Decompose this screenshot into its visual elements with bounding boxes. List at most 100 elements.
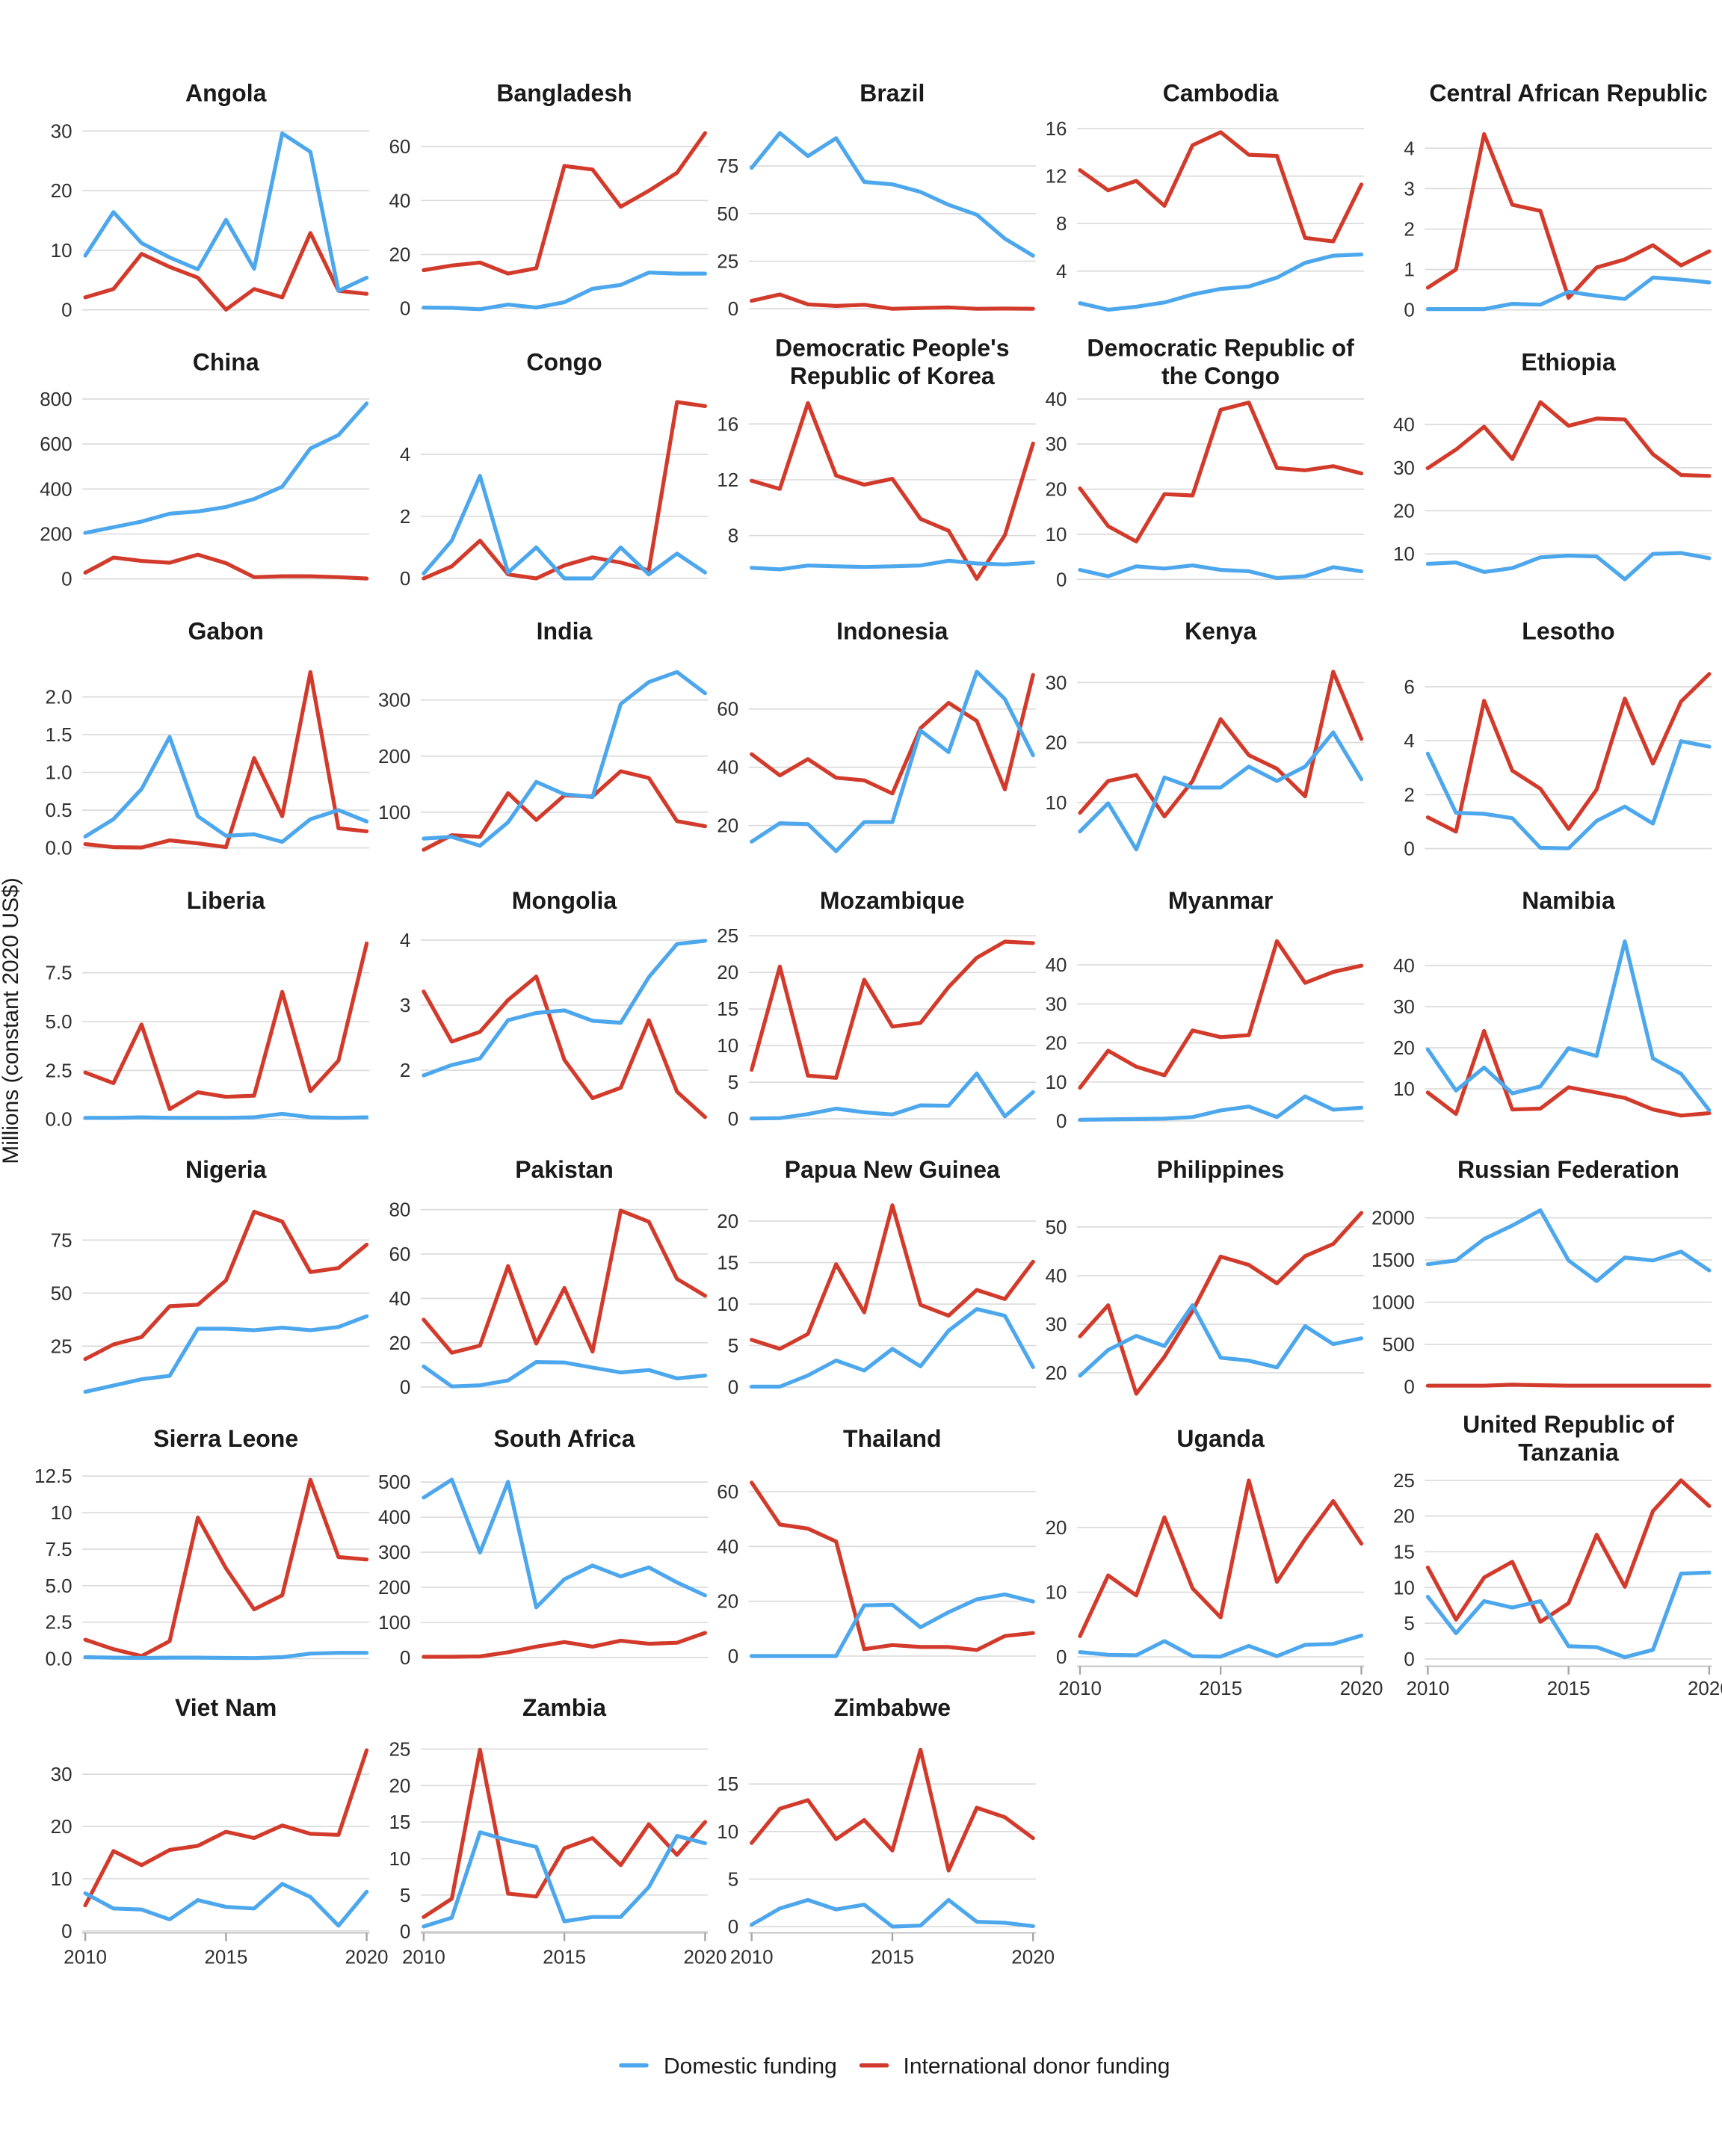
svg-text:20: 20 [1046, 1362, 1067, 1384]
svg-text:7.5: 7.5 [45, 962, 72, 984]
svg-text:4: 4 [400, 929, 410, 951]
svg-text:South Africa: South Africa [493, 1425, 635, 1452]
svg-text:Gabon: Gabon [188, 618, 264, 645]
svg-text:2: 2 [400, 505, 410, 528]
svg-text:0: 0 [1404, 1375, 1414, 1397]
svg-text:Zambia: Zambia [522, 1694, 606, 1721]
svg-text:40: 40 [1046, 1264, 1067, 1287]
svg-text:15: 15 [717, 1251, 738, 1273]
svg-text:40: 40 [717, 1535, 738, 1557]
svg-text:10: 10 [717, 1293, 738, 1315]
svg-text:2.5: 2.5 [45, 1059, 72, 1081]
svg-text:Indonesia: Indonesia [836, 618, 948, 645]
svg-text:2: 2 [1404, 218, 1414, 241]
svg-text:Uganda: Uganda [1176, 1425, 1265, 1452]
svg-text:2.5: 2.5 [45, 1611, 72, 1634]
svg-text:2015: 2015 [1547, 1677, 1590, 1699]
svg-text:10: 10 [51, 239, 72, 262]
svg-text:2020: 2020 [1340, 1677, 1383, 1699]
svg-text:20: 20 [51, 1815, 72, 1838]
svg-text:20: 20 [389, 1774, 410, 1797]
svg-text:25: 25 [51, 1335, 72, 1357]
svg-text:20: 20 [389, 244, 410, 266]
svg-text:0: 0 [400, 1376, 410, 1398]
svg-text:6: 6 [1404, 676, 1414, 698]
svg-text:12.5: 12.5 [34, 1465, 72, 1487]
svg-text:2000: 2000 [1371, 1207, 1415, 1229]
svg-text:Myanmar: Myanmar [1168, 887, 1274, 914]
svg-text:2010: 2010 [64, 1946, 107, 1968]
svg-text:5: 5 [728, 1868, 738, 1890]
svg-text:15: 15 [717, 1773, 738, 1795]
svg-text:1500: 1500 [1371, 1249, 1415, 1271]
svg-text:0: 0 [728, 1645, 738, 1667]
svg-text:20: 20 [1393, 1037, 1415, 1059]
svg-text:Congo: Congo [526, 349, 602, 376]
svg-text:the Congo: the Congo [1161, 362, 1280, 389]
svg-text:Republic of Korea: Republic of Korea [790, 362, 995, 389]
svg-text:Russian Federation: Russian Federation [1457, 1156, 1679, 1183]
svg-text:600: 600 [40, 433, 72, 455]
svg-text:2020: 2020 [345, 1946, 389, 1968]
svg-text:500: 500 [1383, 1333, 1415, 1356]
svg-text:800: 800 [40, 388, 72, 410]
svg-text:500: 500 [378, 1471, 410, 1493]
svg-text:8: 8 [1056, 212, 1067, 235]
svg-text:International donor funding: International donor funding [904, 2054, 1170, 2078]
svg-text:0: 0 [728, 1915, 738, 1938]
svg-text:30: 30 [1046, 1313, 1067, 1335]
svg-text:20: 20 [717, 961, 738, 983]
svg-text:India: India [537, 618, 593, 645]
svg-text:100: 100 [378, 1611, 410, 1634]
svg-text:10: 10 [1393, 543, 1415, 565]
svg-text:Pakistan: Pakistan [515, 1156, 614, 1183]
svg-text:1000: 1000 [1371, 1291, 1415, 1314]
svg-text:300: 300 [378, 1541, 410, 1563]
svg-text:Millions (constant 2020 US$): Millions (constant 2020 US$) [0, 877, 23, 1164]
svg-text:16: 16 [1046, 117, 1067, 140]
svg-text:25: 25 [717, 924, 738, 947]
svg-text:Democratic People's: Democratic People's [775, 335, 1010, 362]
svg-text:4: 4 [400, 443, 410, 466]
svg-text:7.5: 7.5 [45, 1538, 72, 1560]
svg-text:100: 100 [378, 801, 410, 824]
svg-text:2015: 2015 [204, 1946, 247, 1968]
svg-text:10: 10 [1046, 791, 1067, 814]
svg-text:25: 25 [389, 1738, 410, 1760]
svg-text:2010: 2010 [402, 1946, 445, 1968]
svg-text:50: 50 [717, 203, 738, 225]
svg-text:Ethiopia: Ethiopia [1521, 349, 1615, 376]
svg-text:Kenya: Kenya [1185, 618, 1256, 645]
svg-text:0: 0 [728, 297, 738, 320]
svg-text:300: 300 [378, 689, 410, 711]
svg-text:200: 200 [40, 523, 72, 546]
svg-text:10: 10 [1046, 1581, 1067, 1604]
svg-text:10: 10 [717, 1820, 738, 1843]
svg-text:3: 3 [400, 994, 410, 1016]
svg-text:2020: 2020 [1011, 1946, 1055, 1968]
svg-text:5: 5 [400, 1884, 410, 1906]
svg-text:0.0: 0.0 [45, 1108, 72, 1131]
svg-text:Nigeria: Nigeria [185, 1156, 267, 1183]
svg-text:0: 0 [1056, 568, 1067, 590]
svg-text:30: 30 [1393, 457, 1415, 479]
svg-text:0: 0 [1056, 1646, 1067, 1668]
svg-text:5: 5 [1404, 1612, 1414, 1634]
svg-text:Lesotho: Lesotho [1522, 618, 1614, 645]
svg-text:2015: 2015 [871, 1946, 914, 1968]
svg-text:10: 10 [1393, 1576, 1415, 1599]
svg-text:0: 0 [61, 568, 72, 590]
svg-text:Tanzania: Tanzania [1518, 1439, 1619, 1466]
svg-text:40: 40 [717, 756, 738, 779]
svg-text:10: 10 [1046, 1071, 1067, 1093]
svg-text:40: 40 [1046, 954, 1067, 976]
svg-text:10: 10 [389, 1847, 410, 1870]
svg-text:4: 4 [1056, 260, 1067, 282]
svg-text:1.0: 1.0 [45, 762, 72, 784]
svg-text:4: 4 [1404, 137, 1414, 159]
svg-text:5.0: 5.0 [45, 1010, 72, 1033]
svg-text:5: 5 [728, 1071, 738, 1093]
svg-text:0: 0 [728, 1108, 738, 1130]
svg-text:40: 40 [1046, 388, 1067, 410]
svg-text:2010: 2010 [730, 1946, 774, 1968]
